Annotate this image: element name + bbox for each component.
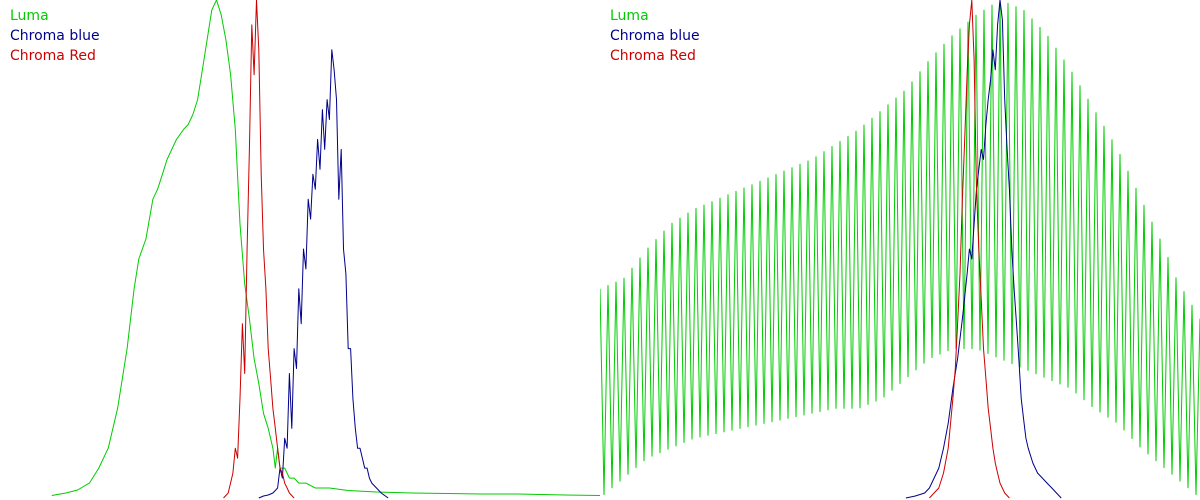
- histogram-panel-right: Luma Chroma blue Chroma Red: [600, 0, 1200, 500]
- histogram-plot-right: [600, 0, 1200, 499]
- legend-right: Luma Chroma blue Chroma Red: [610, 6, 700, 66]
- legend-entry-luma: Luma: [10, 8, 49, 24]
- series-line-chroma-red: [223, 0, 295, 499]
- legend-entry-chroma-red: Chroma Red: [610, 48, 696, 64]
- histogram-plot-left: [51, 0, 600, 499]
- series-line-chroma-blue: [258, 49, 389, 499]
- series-line-luma: [51, 0, 600, 496]
- legend-entry-luma: Luma: [610, 8, 649, 24]
- series-line-luma: [600, 0, 1200, 496]
- legend-entry-chroma-red: Chroma Red: [10, 48, 96, 64]
- series-line-chroma-red: [929, 0, 1010, 499]
- legend-entry-chroma-blue: Chroma blue: [610, 28, 700, 44]
- legend-entry-chroma-blue: Chroma blue: [10, 28, 100, 44]
- series-line-chroma-blue: [905, 0, 1062, 499]
- legend-left: Luma Chroma blue Chroma Red: [10, 6, 100, 66]
- histogram-panel-left: Luma Chroma blue Chroma Red: [10, 0, 600, 499]
